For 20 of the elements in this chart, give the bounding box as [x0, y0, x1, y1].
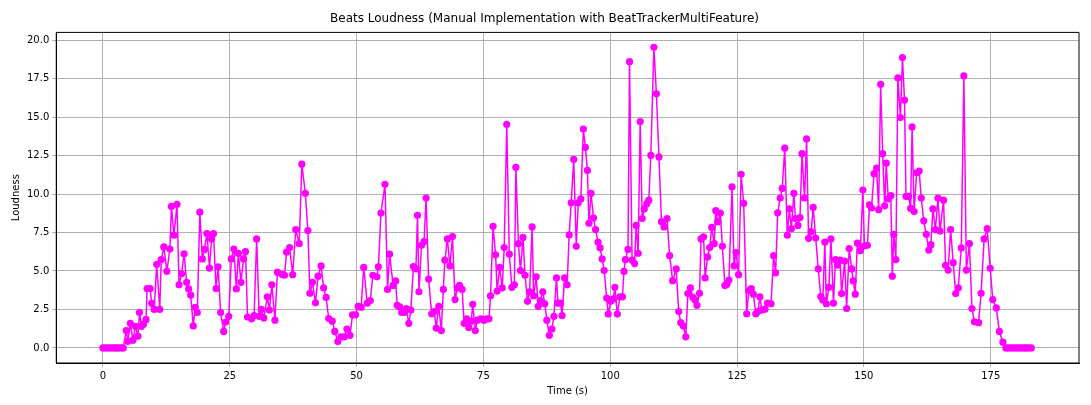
- y-tick-label: 20.0: [27, 33, 50, 45]
- y-tick-label: 10.0: [27, 187, 50, 199]
- x-tick-label: 0: [99, 369, 107, 381]
- y-tick-label: 7.5: [33, 226, 50, 238]
- x-tick-label: 150: [854, 369, 874, 381]
- y-tick-label: 17.5: [27, 72, 50, 84]
- y-axis-title: Loudness: [9, 174, 21, 222]
- x-tick-label: 175: [981, 369, 1001, 381]
- x-tick-label: 100: [600, 369, 620, 381]
- chart-title: Beats Loudness (Manual Implementation with BeatTrackerMultiFeature): [330, 11, 759, 26]
- x-tick-label: 75: [477, 369, 490, 381]
- x-tick-label: 25: [223, 369, 237, 381]
- y-tick-label: 2.5: [33, 303, 50, 315]
- y-tick-label: 15.0: [27, 110, 50, 122]
- x-tick-label: 50: [350, 369, 363, 381]
- y-tick-label: 12.5: [27, 149, 50, 161]
- x-axis-title: Time (s): [546, 384, 589, 396]
- x-tick-label: 125: [727, 369, 747, 381]
- y-tick-label: 5.0: [33, 264, 50, 276]
- y-tick-label: 0.0: [33, 341, 50, 353]
